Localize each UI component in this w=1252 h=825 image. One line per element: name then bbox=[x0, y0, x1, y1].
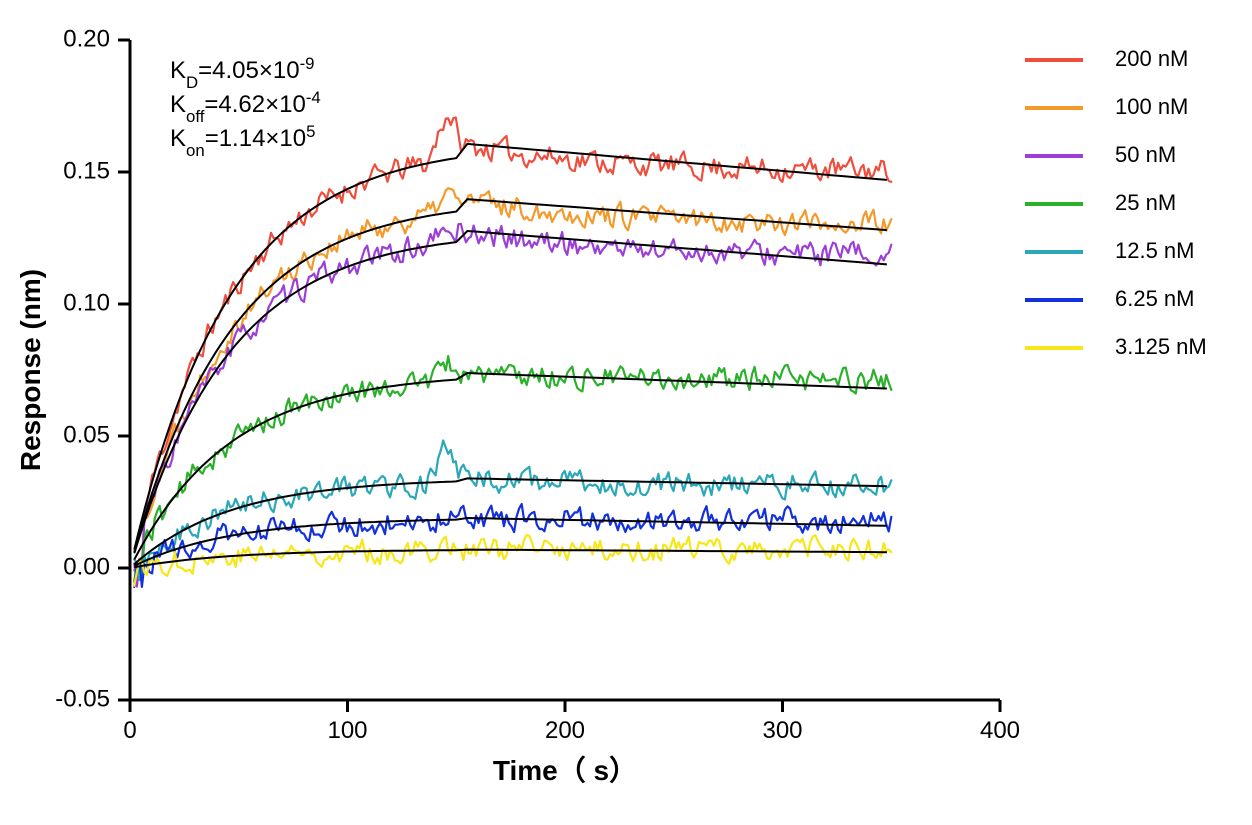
legend-label: 25 nM bbox=[1115, 190, 1176, 215]
x-tick-label: 0 bbox=[123, 717, 136, 744]
y-tick-label: -0.05 bbox=[55, 685, 110, 712]
legend-label: 100 nM bbox=[1115, 94, 1188, 119]
chart-svg: -0.05 0.00 0.05 0.10 0.15 0.20 0 100 200 300 400 Re… bbox=[0, 0, 1252, 825]
y-tick-label: 0.05 bbox=[63, 421, 110, 448]
legend-label: 50 nM bbox=[1115, 142, 1176, 167]
y-axis-label: Response (nm) bbox=[15, 269, 46, 471]
legend-label: 200 nM bbox=[1115, 46, 1188, 71]
x-tick-label: 200 bbox=[545, 717, 585, 744]
x-axis-label: Time（ s） bbox=[493, 754, 637, 786]
y-tick-label: 0.15 bbox=[63, 157, 110, 184]
y-tick-label: 0.10 bbox=[63, 289, 110, 316]
legend-label: 3.125 nM bbox=[1115, 334, 1207, 359]
y-tick-label: 0.20 bbox=[63, 25, 110, 52]
x-tick-label: 100 bbox=[327, 717, 367, 744]
sensorgram-chart: -0.05 0.00 0.05 0.10 0.15 0.20 0 100 200 300 400 Re… bbox=[0, 0, 1252, 825]
legend-label: 6.25 nM bbox=[1115, 286, 1195, 311]
y-tick-label: 0.00 bbox=[63, 553, 110, 580]
x-tick-label: 400 bbox=[980, 717, 1020, 744]
legend-label: 12.5 nM bbox=[1115, 238, 1195, 263]
x-tick-label: 300 bbox=[762, 717, 802, 744]
